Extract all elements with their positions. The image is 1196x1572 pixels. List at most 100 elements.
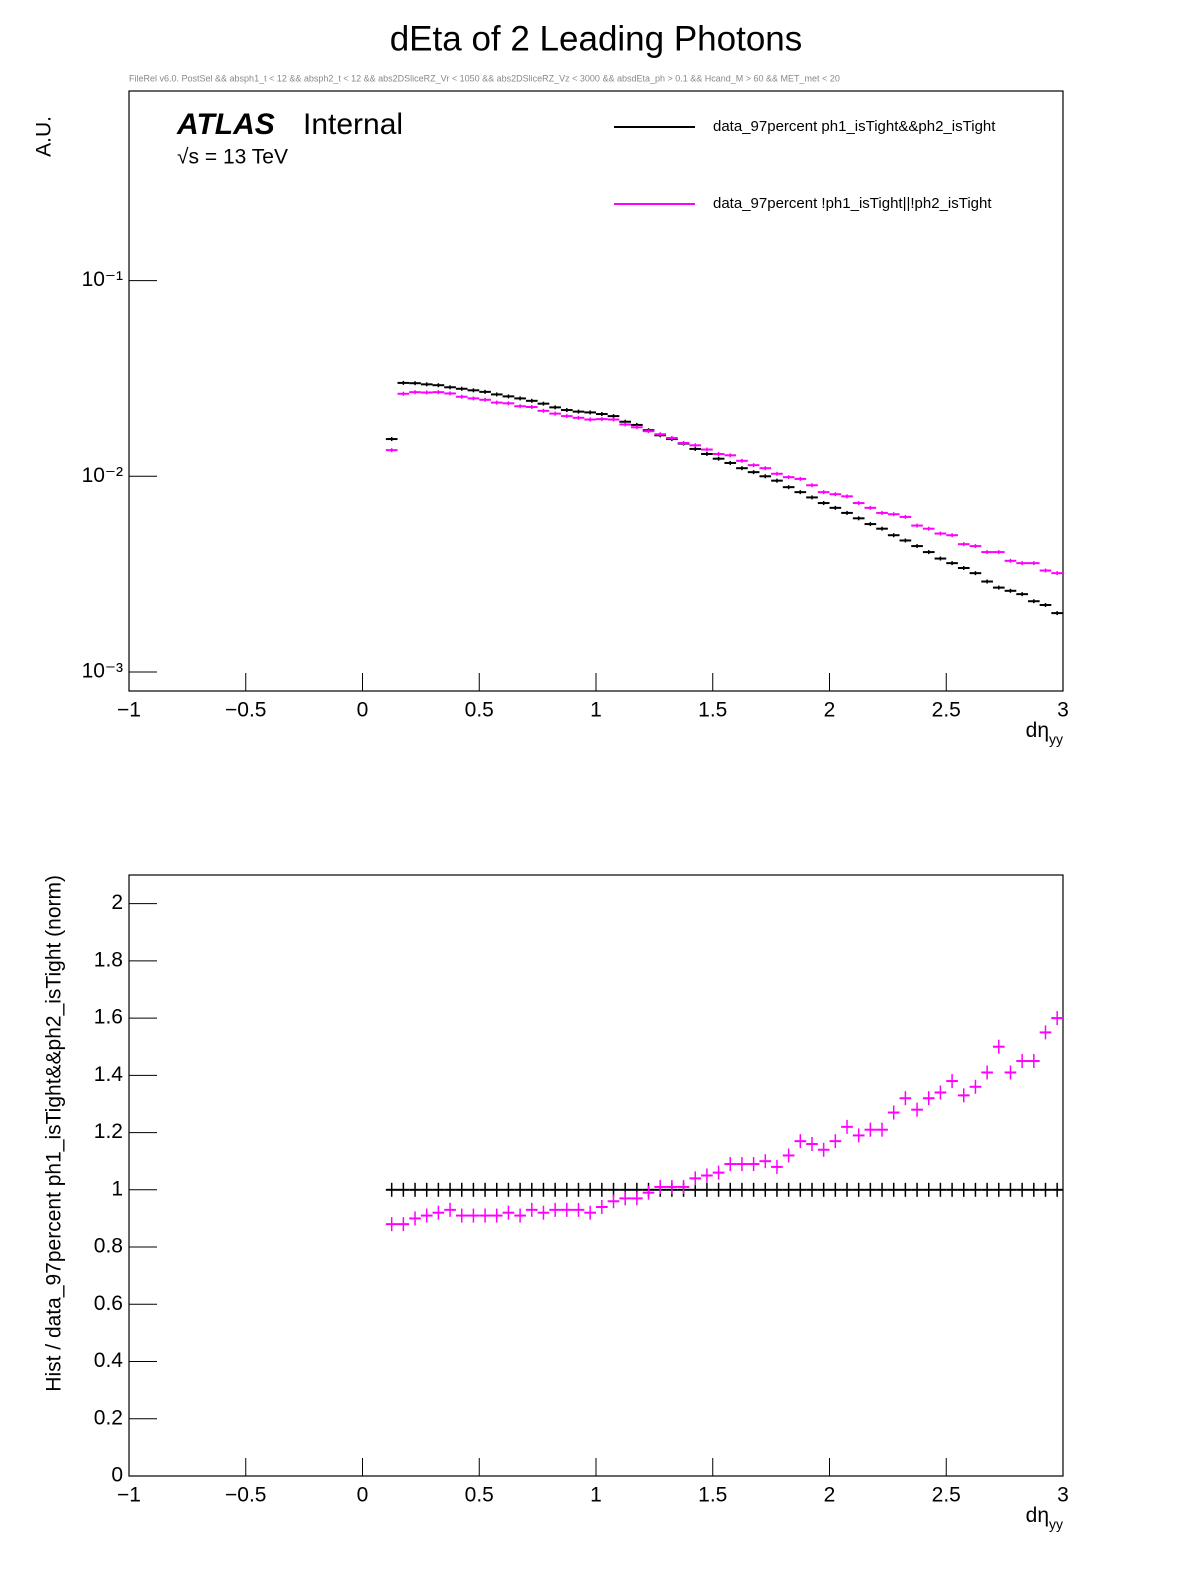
data-point bbox=[864, 1182, 877, 1197]
data-point bbox=[934, 556, 947, 561]
data-point bbox=[864, 1122, 877, 1137]
y-axis-label: A.U. bbox=[33, 116, 56, 157]
data-point bbox=[736, 1182, 748, 1197]
data-point bbox=[1051, 1011, 1063, 1026]
x-tick-label: 0.5 bbox=[465, 1484, 494, 1507]
data-point bbox=[957, 1088, 970, 1103]
data-point bbox=[806, 1137, 818, 1152]
x-axis-label-main: dη bbox=[1026, 719, 1049, 742]
annotation: √s = 13 TeV bbox=[177, 146, 288, 169]
data-point bbox=[1004, 588, 1017, 593]
data-point bbox=[852, 1128, 865, 1143]
data-point bbox=[397, 391, 410, 396]
data-point bbox=[911, 1182, 923, 1197]
x-tick-label: −0.5 bbox=[225, 699, 266, 722]
data-point bbox=[829, 505, 842, 510]
x-tick-label: 0.5 bbox=[465, 699, 494, 722]
data-point bbox=[887, 512, 900, 517]
data-point bbox=[759, 1154, 772, 1169]
data-point bbox=[607, 1194, 620, 1209]
data-point bbox=[712, 456, 725, 461]
data-point bbox=[420, 1182, 433, 1197]
data-point bbox=[724, 460, 737, 465]
data-point bbox=[782, 485, 795, 490]
data-point bbox=[689, 1171, 702, 1186]
data-point bbox=[946, 1182, 958, 1197]
data-point bbox=[1027, 561, 1040, 566]
data-point bbox=[747, 1182, 760, 1197]
data-point bbox=[397, 1182, 410, 1197]
data-point bbox=[479, 397, 491, 402]
data-point bbox=[689, 443, 702, 448]
data-point bbox=[759, 1182, 772, 1197]
data-point bbox=[514, 1182, 526, 1197]
data-point bbox=[549, 1202, 561, 1217]
data-point bbox=[584, 417, 596, 422]
data-point bbox=[455, 1208, 468, 1223]
data-point bbox=[794, 490, 807, 495]
data-point bbox=[385, 448, 398, 453]
data-point bbox=[1016, 561, 1028, 566]
x-tick-label: 1 bbox=[590, 699, 602, 722]
data-point bbox=[724, 453, 737, 458]
data-point bbox=[654, 432, 667, 437]
data-point bbox=[631, 1191, 643, 1206]
data-point bbox=[759, 466, 772, 471]
data-point bbox=[841, 494, 853, 499]
data-point bbox=[525, 1182, 538, 1197]
data-point bbox=[817, 1182, 830, 1197]
data-point bbox=[992, 1039, 1005, 1054]
data-point bbox=[584, 1205, 596, 1220]
data-point bbox=[549, 405, 561, 410]
data-point bbox=[467, 396, 480, 401]
subtitle: FileRel v6.0. PostSel && absph1_t < 12 &… bbox=[129, 73, 840, 83]
x-tick-label: 0 bbox=[357, 1484, 369, 1507]
data-point bbox=[864, 522, 877, 527]
x-tick-label: −1 bbox=[117, 699, 141, 722]
data-point bbox=[607, 414, 620, 419]
x-tick-label: 1 bbox=[590, 1484, 602, 1507]
data-point bbox=[432, 1182, 445, 1197]
data-point bbox=[747, 463, 760, 468]
data-point bbox=[572, 1202, 585, 1217]
data-point bbox=[549, 1182, 561, 1197]
x-axis-label: dηyy bbox=[1026, 1504, 1063, 1532]
x-tick-label: 1.5 bbox=[698, 699, 727, 722]
data-point bbox=[560, 408, 573, 413]
data-point bbox=[992, 1182, 1005, 1197]
y-tick-label: 0.8 bbox=[94, 1235, 123, 1258]
data-point bbox=[911, 1102, 923, 1117]
data-point bbox=[560, 414, 573, 419]
data-point bbox=[514, 396, 526, 401]
data-point bbox=[537, 1205, 550, 1220]
data-point bbox=[409, 390, 421, 395]
data-point bbox=[701, 451, 713, 456]
data-point bbox=[479, 389, 491, 394]
data-point bbox=[642, 429, 655, 434]
data-point bbox=[572, 409, 585, 414]
data-point bbox=[887, 533, 900, 538]
y-tick-label: 0 bbox=[111, 1464, 123, 1487]
data-point bbox=[911, 544, 923, 549]
chart-title: dEta of 2 Leading Photons bbox=[390, 19, 803, 58]
data-point bbox=[852, 501, 865, 506]
x-axis-label: dηyy bbox=[1026, 719, 1063, 747]
y-tick-label: 0.4 bbox=[94, 1349, 124, 1372]
data-point bbox=[479, 1208, 491, 1223]
x-tick-label: 2 bbox=[824, 1484, 836, 1507]
data-point bbox=[467, 388, 480, 393]
data-point bbox=[724, 1157, 737, 1172]
data-point bbox=[806, 495, 818, 500]
data-point bbox=[596, 1199, 608, 1214]
data-point bbox=[397, 380, 410, 385]
data-point bbox=[1039, 568, 1052, 573]
data-point bbox=[1016, 1182, 1028, 1197]
data-point bbox=[1004, 1182, 1017, 1197]
legend-label: data_97percent !ph1_isTight||!ph2_isTigh… bbox=[713, 195, 992, 212]
data-point bbox=[782, 1148, 795, 1163]
data-point bbox=[829, 1134, 842, 1149]
data-point bbox=[969, 571, 982, 576]
y-tick-label: 0.6 bbox=[94, 1292, 123, 1315]
data-point bbox=[794, 1134, 807, 1149]
